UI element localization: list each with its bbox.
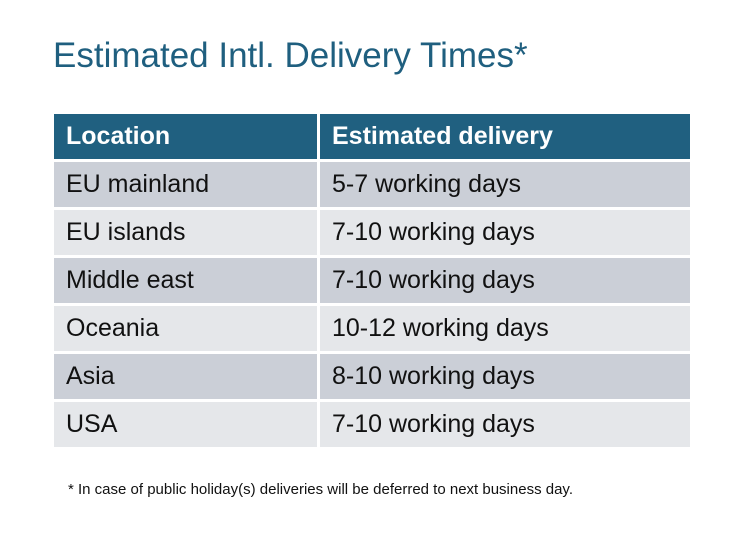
cell-estimated-delivery: 7-10 working days <box>320 402 690 447</box>
table-row: Middle east 7-10 working days <box>54 258 690 303</box>
cell-location: USA <box>54 402 317 447</box>
table-row: Asia 8-10 working days <box>54 354 690 399</box>
cell-estimated-delivery: 8-10 working days <box>320 354 690 399</box>
table-header-row: Location Estimated delivery <box>54 114 690 159</box>
cell-location: Middle east <box>54 258 317 303</box>
table-row: Oceania 10-12 working days <box>54 306 690 351</box>
cell-estimated-delivery: 7-10 working days <box>320 210 690 255</box>
table-row: EU islands 7-10 working days <box>54 210 690 255</box>
cell-location: EU islands <box>54 210 317 255</box>
table-row: EU mainland 5-7 working days <box>54 162 690 207</box>
header-estimated-delivery: Estimated delivery <box>320 114 690 159</box>
footnote: * In case of public holiday(s) deliverie… <box>68 481 573 498</box>
header-location: Location <box>54 114 317 159</box>
page-title: Estimated Intl. Delivery Times* <box>53 36 528 75</box>
table-row: USA 7-10 working days <box>54 402 690 447</box>
cell-estimated-delivery: 5-7 working days <box>320 162 690 207</box>
cell-estimated-delivery: 10-12 working days <box>320 306 690 351</box>
cell-location: EU mainland <box>54 162 317 207</box>
cell-estimated-delivery: 7-10 working days <box>320 258 690 303</box>
delivery-table: Location Estimated delivery EU mainland 5… <box>51 111 693 450</box>
cell-location: Asia <box>54 354 317 399</box>
cell-location: Oceania <box>54 306 317 351</box>
